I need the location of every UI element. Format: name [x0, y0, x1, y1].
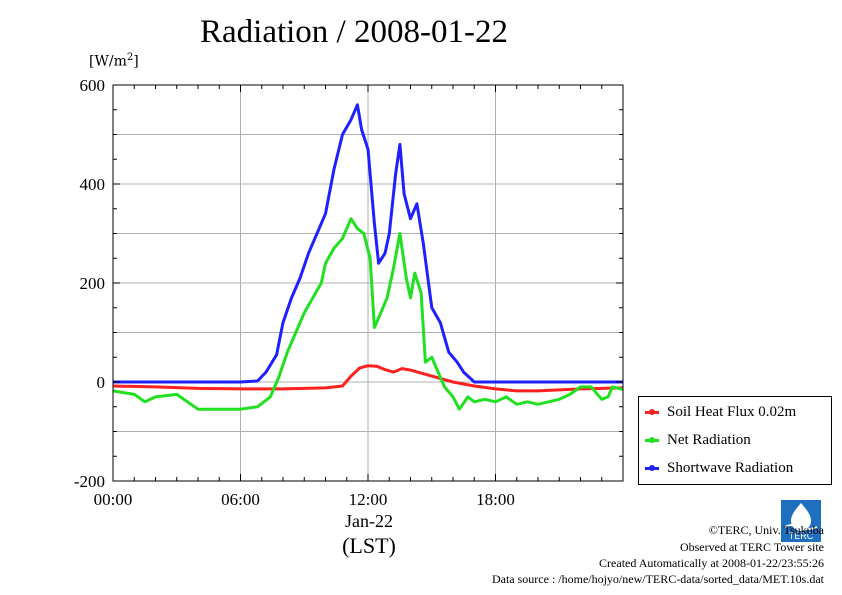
- chart-title: Radiation / 2008-01-22: [200, 14, 508, 50]
- logo-text: TERC: [789, 531, 814, 541]
- terc-logo-icon: TERC: [781, 500, 821, 542]
- legend-item-shortwave-radiation: Shortwave Radiation: [645, 458, 793, 478]
- legend-label-soil-heat-flux: Soil Heat Flux 0.02m: [667, 403, 797, 420]
- grid-lines: [113, 85, 623, 481]
- credit-copyright: ©TERC, Univ. Tsukuba: [708, 523, 824, 537]
- chart-legend: Soil Heat Flux 0.02m Net Radiation Short…: [638, 396, 832, 485]
- legend-swatch-soil-heat-flux: [645, 408, 659, 415]
- y-tick-label: -200: [74, 472, 105, 491]
- y-tick-label: 200: [80, 274, 106, 293]
- legend-label-shortwave-radiation: Shortwave Radiation: [667, 459, 794, 476]
- y-axis-unit-label: [W/m2]: [89, 52, 139, 70]
- x-axis-date-label: Jan-22: [345, 511, 393, 531]
- legend-item-soil-heat-flux: Soil Heat Flux 0.02m: [645, 402, 796, 422]
- series-line-net-radiation: [112, 217, 624, 411]
- legend-swatch-shortwave-radiation: [645, 464, 659, 471]
- series-line-soil-heat-flux-0-02m: [112, 364, 624, 393]
- legend-swatch-net-radiation: [645, 436, 659, 443]
- series-line-shortwave-radiation: [113, 103, 623, 384]
- series-lines: [112, 103, 624, 411]
- x-tick-label: 12:00: [349, 490, 388, 509]
- credit-source: Data source : /home/hojyo/new/TERC-data/…: [491, 572, 824, 586]
- legend-label-net-radiation: Net Radiation: [667, 431, 751, 448]
- x-tick-label: 06:00: [221, 490, 260, 509]
- y-tick-label: 0: [97, 373, 106, 392]
- x-tick-label: 18:00: [476, 490, 515, 509]
- credit-observed: Observed at TERC Tower site: [679, 540, 824, 554]
- credit-created: Created Automatically at 2008-01-22/23:5…: [599, 556, 824, 570]
- y-tick-label: 400: [80, 175, 106, 194]
- axis-ticks: -200 0 200 400 600 00:00 06:00 12:00 18:00: [74, 76, 624, 509]
- legend-item-net-radiation: Net Radiation: [645, 430, 751, 450]
- y-tick-label: 600: [80, 76, 106, 95]
- x-tick-label: 00:00: [94, 490, 133, 509]
- x-axis-timezone-label: (LST): [342, 533, 396, 558]
